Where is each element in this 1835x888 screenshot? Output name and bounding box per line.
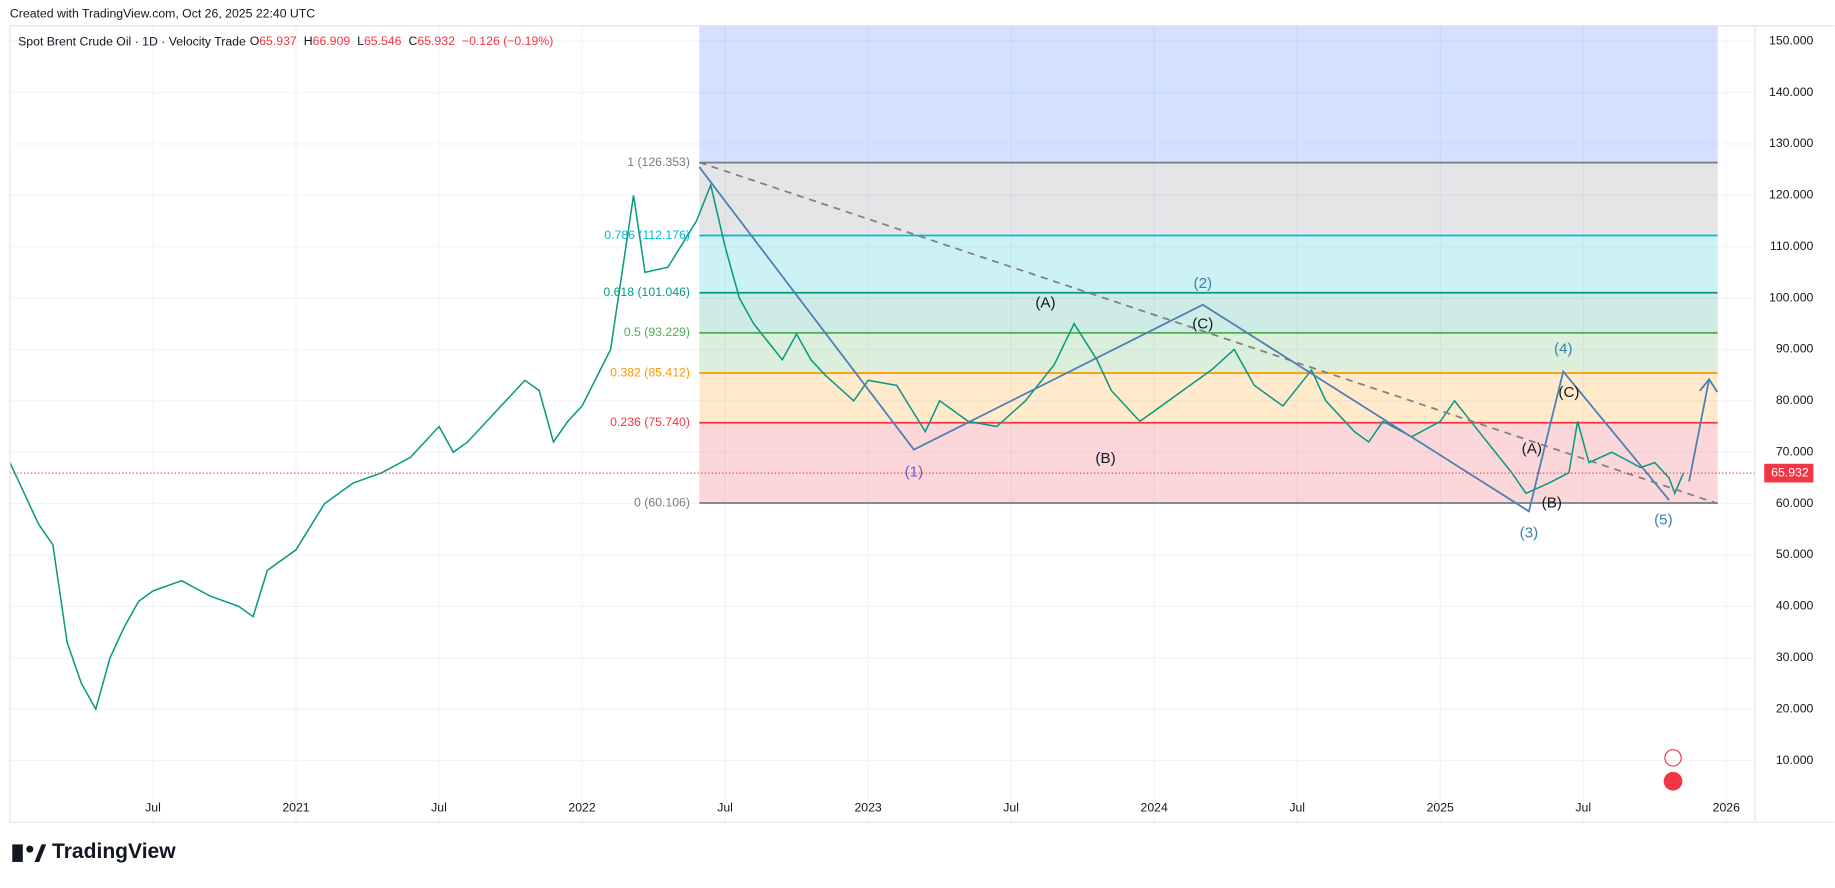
ohlc: O65.937 H66.909 L65.546 C65.932 −0.126 (−0.1…: [250, 34, 554, 48]
arrow-head: [1699, 377, 1719, 393]
y-tick-label: 40.000: [1776, 599, 1814, 613]
fib-band: [699, 25, 1718, 163]
fib-band: [699, 162, 1718, 236]
fib-label: 0.382 (85.412): [610, 365, 690, 379]
wave-label: (1): [905, 463, 924, 480]
last-price-label: 65.932: [1771, 465, 1809, 479]
y-tick-label: 150.000: [1769, 33, 1814, 47]
x-tick-label: Jul: [145, 800, 161, 814]
ohlc-value: 65.546: [364, 34, 402, 48]
y-tick-label: 110.000: [1770, 239, 1814, 253]
ohlc-key: C: [409, 34, 418, 48]
fib-band: [699, 235, 1718, 293]
fib-label: 0.786 (112.176): [604, 228, 690, 242]
fib-band: [699, 292, 1718, 333]
arrow: [1688, 379, 1710, 482]
ohlc-key: O: [250, 34, 260, 48]
wave-label: (B): [1542, 495, 1562, 512]
footer-brand: TradingView: [52, 840, 176, 863]
ohlc-key: H: [304, 34, 313, 48]
ohlc-value: 66.909: [313, 34, 351, 48]
y-tick-label: 60.000: [1776, 496, 1814, 510]
wave-line: [698, 166, 1670, 513]
x-tick-label: Jul: [717, 800, 733, 814]
fib-label: 0.5 (93.229): [624, 325, 690, 339]
y-tick-label: 50.000: [1776, 547, 1814, 561]
x-tick-label: 2021: [282, 800, 309, 814]
fib-label: 1 (126.353): [627, 155, 690, 169]
y-tick-label: 140.000: [1769, 85, 1814, 99]
y-tick-label: 30.000: [1776, 650, 1814, 664]
fib-label: 0 (60.106): [634, 495, 690, 509]
fib-label: 0.236 (75.740): [610, 415, 690, 429]
x-tick-label: Jul: [1289, 800, 1305, 814]
wave-label: (A): [1035, 295, 1055, 312]
y-tick-label: 80.000: [1776, 393, 1814, 407]
x-tick-label: 2025: [1427, 800, 1454, 814]
symbol: Spot Brent Crude Oil · 1D · Velocity Tra…: [18, 34, 246, 48]
icon: [1664, 749, 1682, 767]
wave-label: (2): [1194, 275, 1213, 292]
x-tick-label: 2024: [1141, 800, 1168, 814]
x-tick-label: 2026: [1713, 800, 1740, 814]
wave-label: (3): [1520, 524, 1539, 541]
logo: [12, 844, 47, 862]
price-line: [9, 182, 1685, 712]
y-tick-label: 10.000: [1776, 753, 1814, 767]
x-tick-label: Jul: [1575, 800, 1591, 814]
ohlc-change: −0.126 (−0.19%): [462, 34, 553, 48]
wave-label: (C): [1558, 384, 1579, 401]
icon: [1663, 771, 1683, 791]
y-tick-label: 90.000: [1776, 342, 1814, 356]
wave-label: (5): [1654, 512, 1673, 529]
y-tick-label: 120.000: [1769, 188, 1814, 202]
x-tick-label: 2022: [568, 800, 595, 814]
y-tick-label: 130.000: [1769, 136, 1814, 150]
ohlc-value: 65.937: [259, 34, 297, 48]
x-tick-label: Jul: [431, 800, 447, 814]
wave-label: (B): [1095, 450, 1115, 467]
y-tick-label: 100.000: [1769, 290, 1814, 304]
fib-band: [699, 373, 1718, 423]
fib-label: 0.618 (101.046): [603, 285, 690, 299]
y-tick-label: 20.000: [1776, 701, 1814, 715]
wave-label: (4): [1554, 340, 1573, 357]
y-tick-label: 70.000: [1776, 444, 1814, 458]
x-tick-label: Jul: [1003, 800, 1019, 814]
wave-label: (A): [1522, 441, 1542, 458]
fib-band: [699, 332, 1718, 374]
wave-label: (C): [1192, 315, 1213, 332]
last-price-box: [1764, 463, 1814, 483]
x-tick-label: 2023: [854, 800, 881, 814]
header: Created with TradingView.com, Oct 26, 20…: [10, 6, 315, 20]
fib-band: [699, 422, 1718, 504]
ohlc-value: 65.932: [417, 34, 455, 48]
ohlc-key: L: [357, 34, 364, 48]
